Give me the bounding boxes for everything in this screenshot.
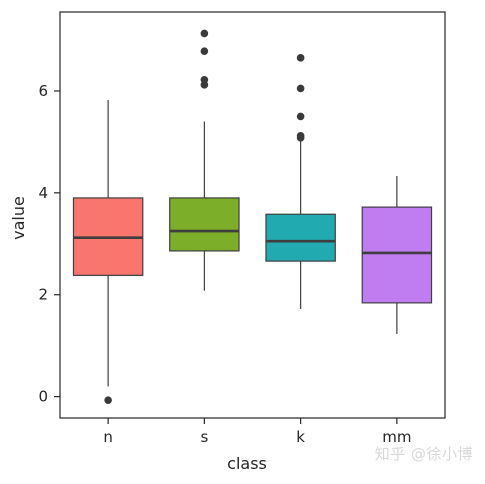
outlier-point [200, 47, 209, 56]
y-tick-label: 0 [38, 388, 48, 406]
outlier-point [296, 112, 305, 121]
x-tick-label: k [296, 428, 305, 446]
outlier-point [296, 131, 305, 140]
x-tick-label: n [103, 428, 113, 446]
box-mm [361, 206, 433, 304]
x-axis-label: class [227, 454, 267, 473]
plot-frame [59, 11, 446, 419]
outlier-point [296, 54, 305, 62]
outlier-point [104, 396, 112, 404]
x-tick-label: mm [382, 428, 411, 446]
y-axis-label: value [9, 196, 28, 240]
outlier-point [200, 75, 209, 84]
y-tick-label: 4 [38, 184, 48, 202]
watermark-text: 知乎 @徐小博 [374, 445, 473, 463]
outlier-point [296, 84, 305, 93]
y-tick-label: 2 [38, 286, 48, 304]
box-s [169, 197, 240, 252]
box-k [265, 213, 336, 262]
x-tick-label: s [200, 428, 208, 446]
outlier-point [200, 29, 209, 38]
y-tick-label: 6 [38, 82, 48, 100]
